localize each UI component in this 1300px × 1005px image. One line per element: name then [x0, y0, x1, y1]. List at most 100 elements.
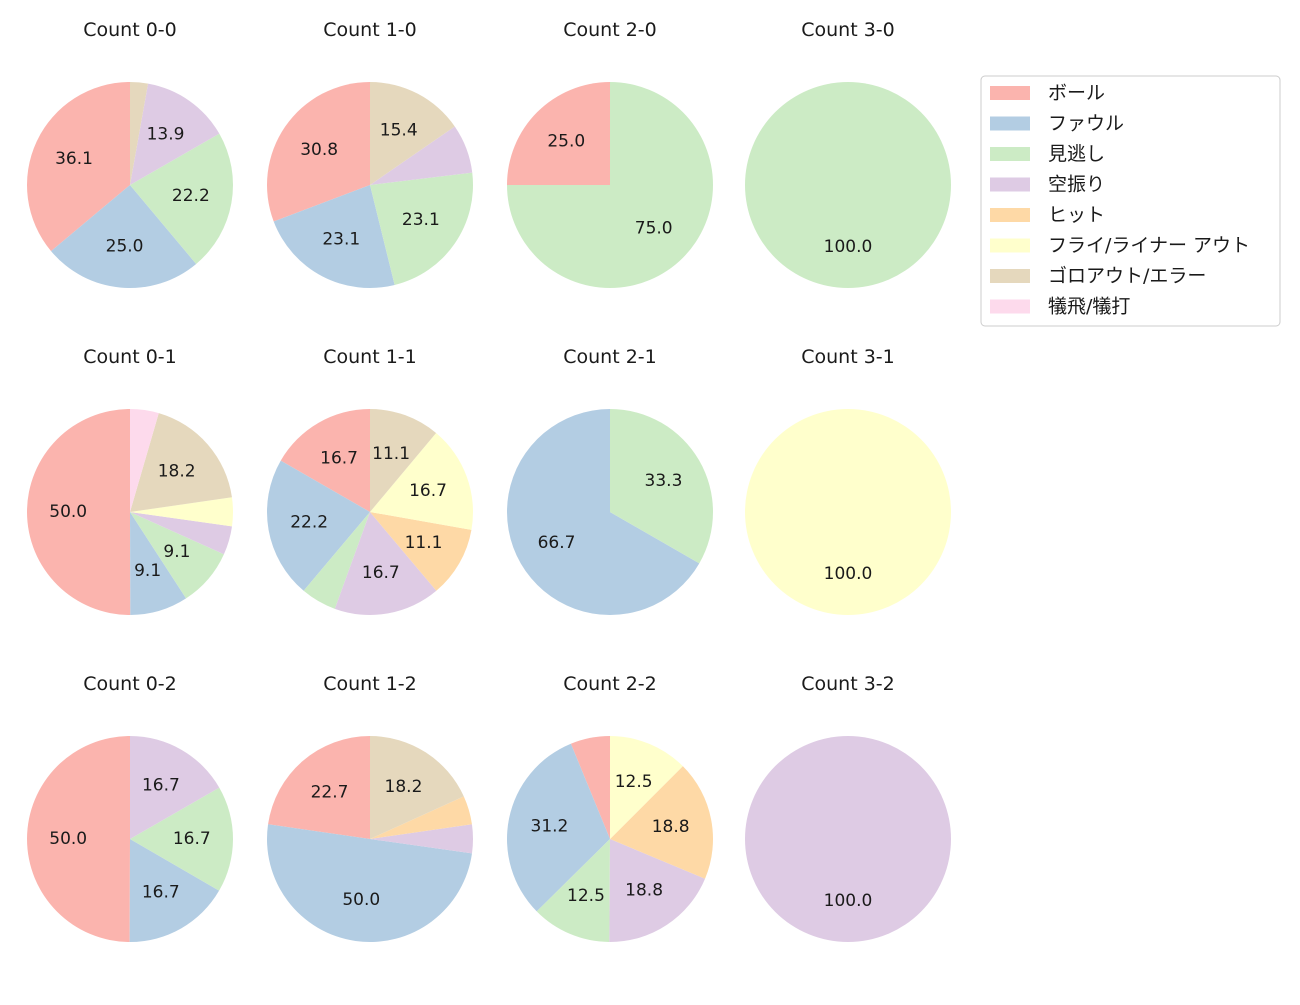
- slice-label: 13.9: [147, 124, 185, 144]
- slice-label: 100.0: [824, 237, 873, 257]
- pie-slice: [536, 839, 610, 942]
- pie-title: Count 2-0: [563, 19, 657, 41]
- pie-slice: [610, 409, 713, 564]
- pie-slice: [506, 409, 700, 615]
- pie-title: Count 1-2: [323, 673, 417, 695]
- pie-slice: [745, 409, 951, 615]
- slice-label: 11.1: [372, 444, 410, 464]
- slice-label: 100.0: [824, 891, 873, 911]
- slice-label: 15.4: [380, 120, 418, 140]
- slice-label: 18.2: [158, 461, 196, 481]
- slice-label: 100.0: [824, 564, 873, 584]
- pie-chart-count-3-1: Count 3-1 100.0: [745, 346, 951, 615]
- pie-slice: [130, 736, 220, 839]
- pie-title: Count 1-1: [323, 346, 417, 368]
- pie-slice: [129, 839, 220, 942]
- slice-label: 9.1: [163, 542, 190, 562]
- pie-chart-count-0-2: Count 0-2 50.0 16.7 16.7 16.7: [27, 673, 234, 942]
- pie-slice: [610, 766, 713, 879]
- pie-slice: [130, 82, 149, 185]
- legend-swatch: [990, 269, 1030, 283]
- pie-title: Count 0-0: [83, 19, 177, 41]
- slice-label: 50.0: [49, 502, 87, 522]
- legend-swatch: [990, 177, 1030, 192]
- pie-slice: [130, 133, 233, 264]
- slice-label: 50.0: [342, 890, 380, 910]
- pie-slice: [507, 82, 713, 288]
- pie-title: Count 2-2: [563, 673, 657, 695]
- slice-label: 33.3: [645, 471, 683, 491]
- pie-slice: [370, 433, 473, 530]
- pie-title: Count 1-0: [323, 19, 417, 41]
- pie-slice: [370, 82, 455, 185]
- pie-slice: [130, 83, 220, 185]
- legend-swatch: [990, 86, 1030, 100]
- slice-label: 18.8: [652, 817, 690, 837]
- legend-entry: ファウル: [1048, 113, 1124, 135]
- pie-slice: [268, 736, 370, 839]
- slice-label: 23.1: [402, 210, 440, 230]
- pie-slice: [370, 736, 464, 839]
- slice-label: 25.0: [547, 131, 585, 151]
- legend-entry: 見逃し: [1048, 143, 1105, 165]
- pie-slice: [267, 460, 370, 591]
- pie-slice: [130, 787, 234, 891]
- pie-slice: [267, 824, 472, 942]
- slice-label: 16.7: [142, 775, 180, 795]
- legend-entry: フライ/ライナー アウト: [1048, 235, 1250, 257]
- slice-label: 16.7: [320, 448, 358, 468]
- pie-slice: [370, 824, 473, 854]
- slice-label: 75.0: [635, 219, 673, 239]
- pie-title: Count 3-1: [801, 346, 895, 368]
- legend-entry: 空振り: [1048, 174, 1105, 196]
- slice-label: 66.7: [538, 533, 576, 553]
- pie-slice: [370, 126, 473, 185]
- slice-label: 30.8: [300, 140, 338, 160]
- slice-label: 12.5: [615, 772, 653, 792]
- pie-slice: [507, 82, 610, 185]
- pie-chart-count-2-1: Count 2-1 66.7 33.3: [506, 346, 713, 615]
- pie-chart-count-1-2: Count 1-2 22.7 50.0 18.2: [267, 673, 473, 942]
- pie-chart-count-3-2: Count 3-2 100.0: [745, 673, 951, 942]
- pie-chart-count-1-1: Count 1-116.722.216.711.116.711.1: [267, 346, 473, 615]
- pie-slice: [130, 409, 159, 512]
- pie-slice: [370, 409, 437, 512]
- pie-slice: [334, 512, 437, 615]
- pie-slice: [370, 172, 473, 286]
- legend-entry: ゴロアウト/エラー: [1048, 265, 1206, 287]
- pie-slice: [130, 512, 187, 615]
- legend-swatch: [990, 238, 1030, 253]
- slice-label: 16.7: [142, 883, 180, 903]
- pie-slice: [370, 512, 472, 591]
- pie-slice: [609, 839, 706, 942]
- pie-slice: [610, 736, 683, 839]
- pie-slice: [130, 497, 234, 527]
- pie-slice: [51, 185, 197, 288]
- pie-chart-count-0-0: Count 0-0 36.1 25.0 22.2 13.9: [27, 19, 233, 288]
- slice-label: 50.0: [49, 829, 87, 849]
- slice-label: 9.1: [134, 561, 161, 581]
- slice-label: 31.2: [531, 817, 569, 837]
- pie-slice: [130, 413, 232, 512]
- pie-title: Count 3-0: [801, 19, 895, 41]
- legend-entry: ボール: [1048, 82, 1105, 104]
- legend-swatch: [990, 116, 1030, 131]
- pie-slice: [507, 743, 610, 912]
- pie-chart-count-2-2: Count 2-2 31.2 12.5 18.8 18.8 12.5: [507, 673, 713, 942]
- pie-chart-count-0-1: Count 0-1 50.0 9.19.1 18.2: [27, 346, 234, 615]
- slice-label: 12.5: [567, 886, 605, 906]
- pie-slice: [745, 82, 951, 288]
- slice-label: 23.1: [322, 230, 360, 250]
- slice-label: 18.8: [625, 881, 663, 901]
- pie-chart-count-3-0: Count 3-0 100.0: [745, 19, 951, 288]
- slice-label: 22.2: [290, 513, 328, 533]
- slice-label: 36.1: [55, 149, 93, 169]
- slice-label: 25.0: [106, 237, 144, 257]
- legend-swatch: [990, 147, 1030, 161]
- pie-slice: [745, 736, 951, 942]
- legend-swatch: [990, 208, 1030, 222]
- slice-label: 11.1: [405, 533, 443, 553]
- slice-label: 18.2: [385, 777, 423, 797]
